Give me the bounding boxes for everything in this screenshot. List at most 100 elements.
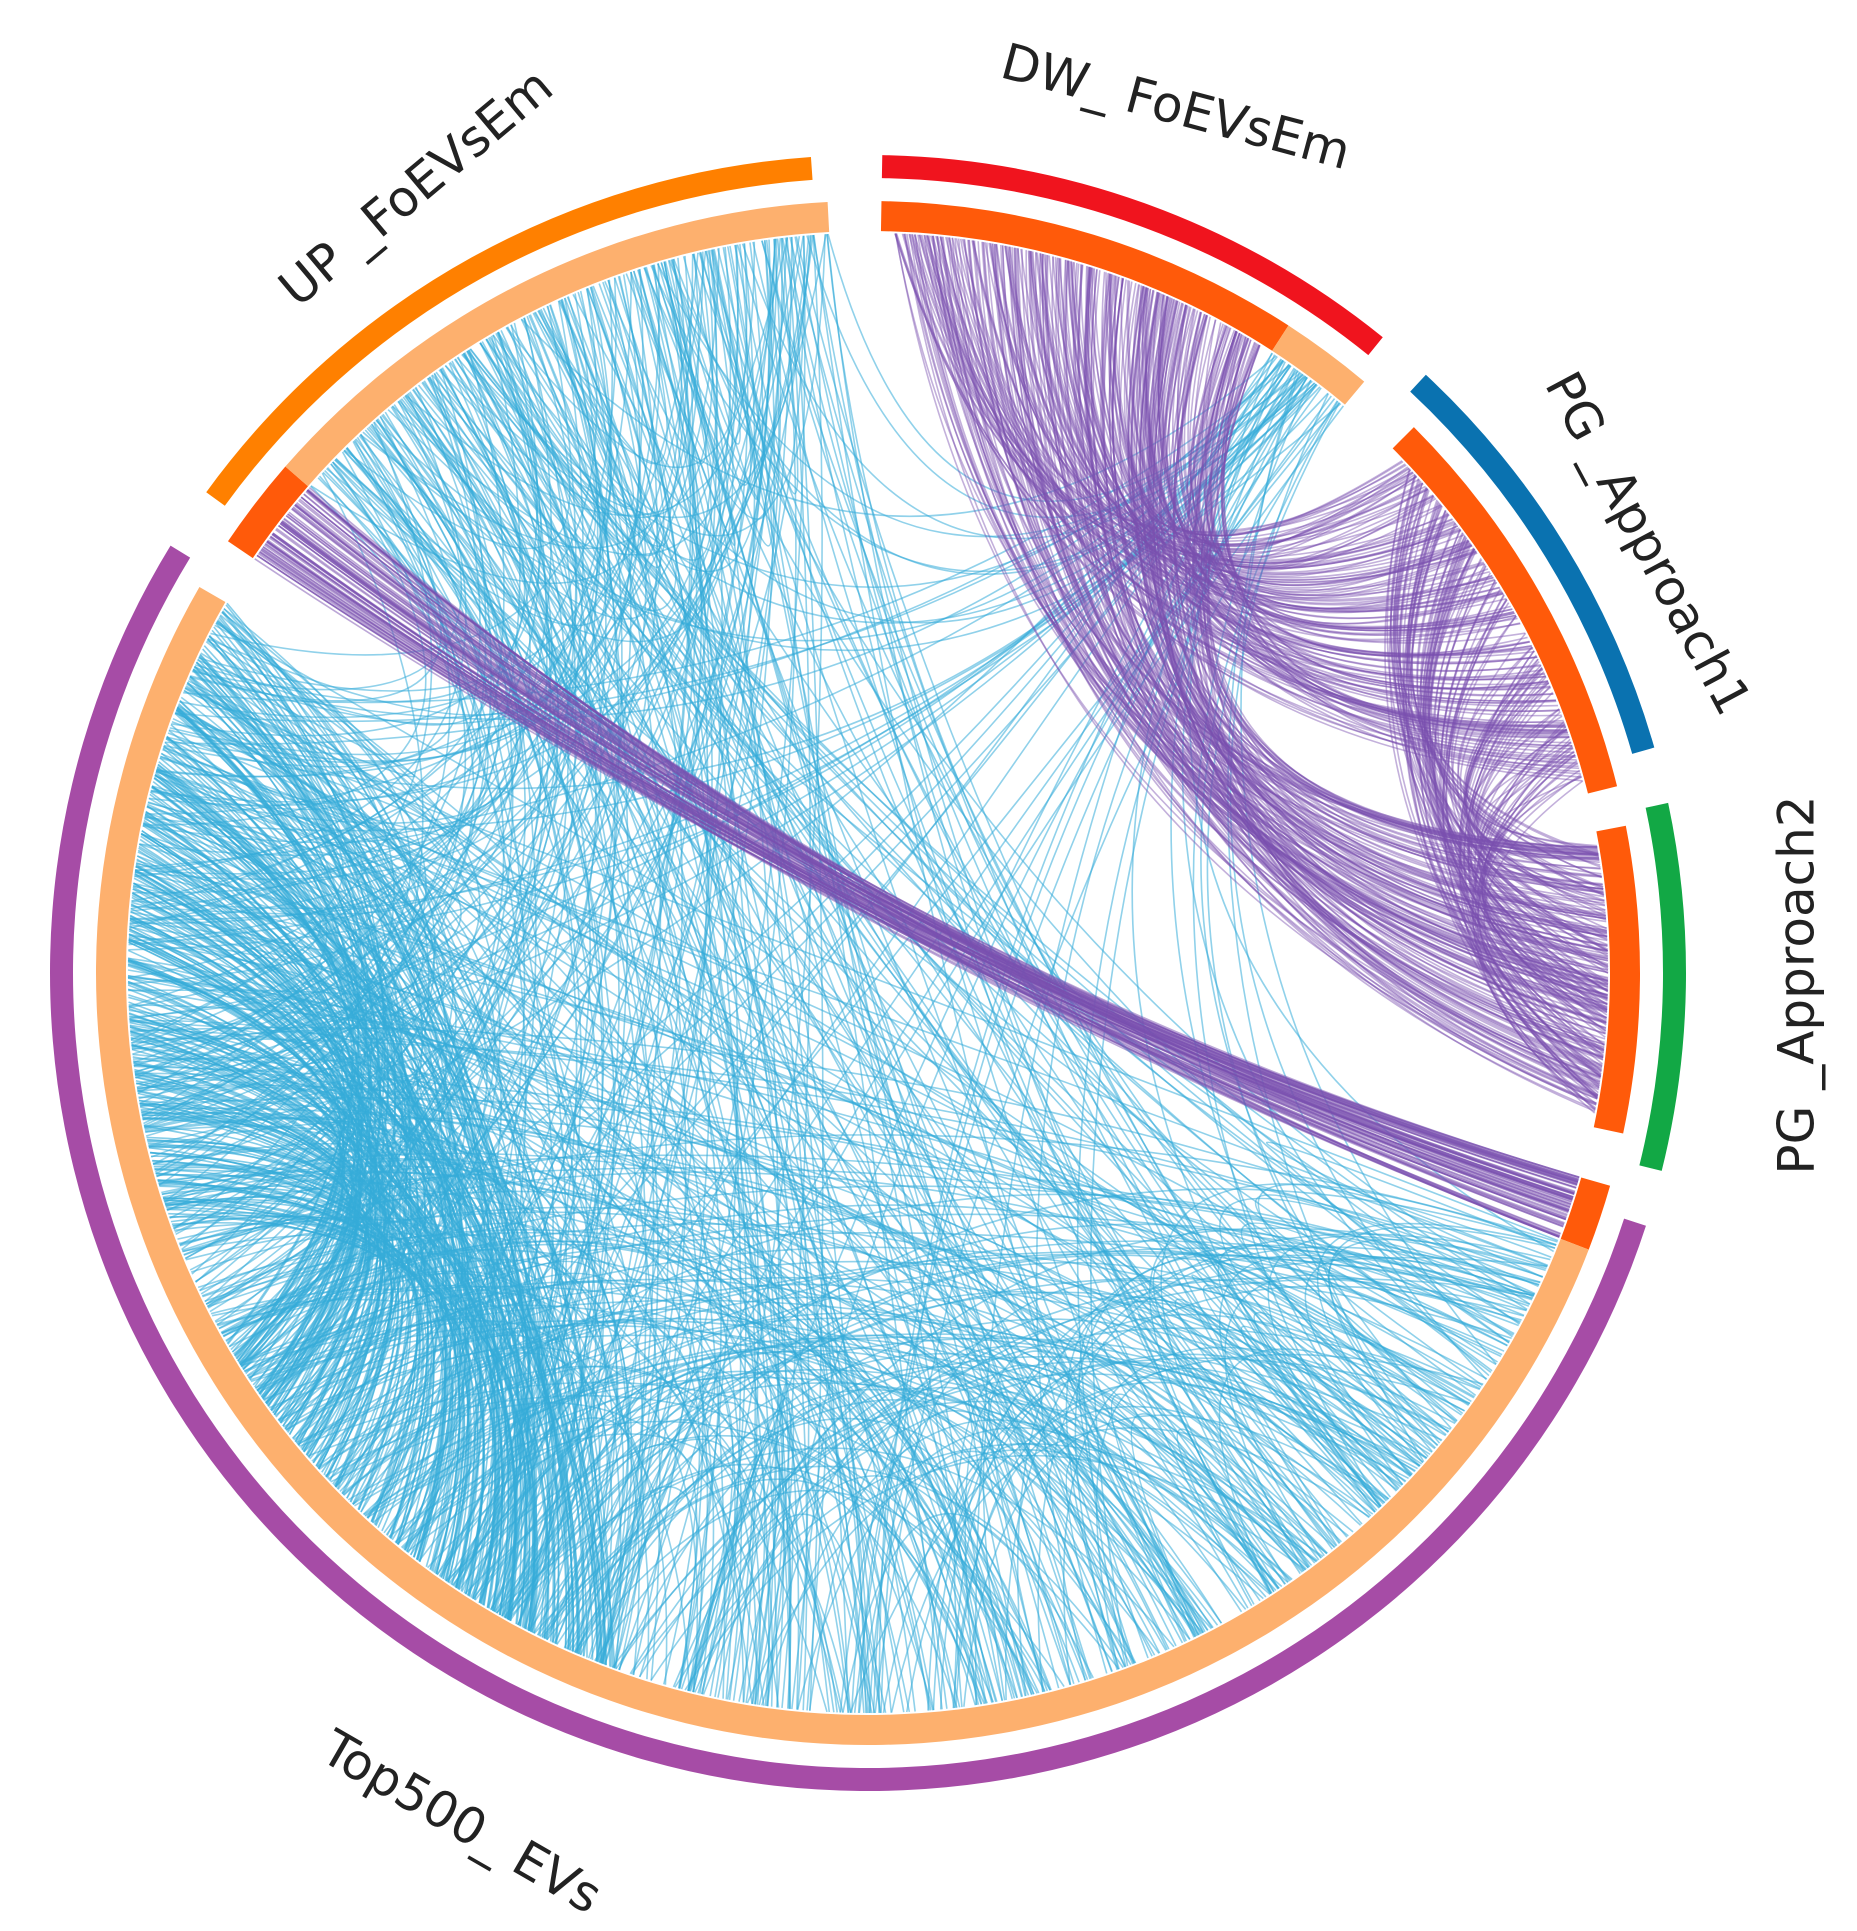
- chord: [984, 242, 1526, 644]
- chord: [936, 236, 1609, 982]
- chord: [1192, 316, 1530, 657]
- chord: [1187, 326, 1600, 862]
- chord: [1472, 725, 1597, 1109]
- chord: [1127, 280, 1570, 739]
- chord: [1017, 248, 1604, 1058]
- chord: [1088, 266, 1568, 732]
- chord: [1083, 266, 1602, 1073]
- node-label: Top500_ EVs: [311, 1718, 612, 1925]
- chord: [1039, 253, 1604, 1061]
- chord: [645, 266, 867, 1714]
- chord: [1133, 288, 1605, 1046]
- chord: [957, 238, 1608, 1012]
- chord: [1029, 251, 1608, 1009]
- chord: [1467, 674, 1608, 1002]
- chord: [651, 264, 759, 1703]
- chord: [574, 405, 1345, 1654]
- chord: [951, 237, 1566, 727]
- chord: [1145, 290, 1496, 610]
- chord: [1176, 308, 1493, 610]
- chord: [1051, 256, 1608, 934]
- chord: [1429, 550, 1609, 993]
- chord: [986, 242, 1599, 854]
- chord: [1223, 336, 1564, 724]
- chord: [1184, 324, 1599, 1097]
- chord: [1166, 308, 1416, 550]
- chord: [1103, 274, 1597, 1104]
- chord: [1463, 660, 1605, 903]
- chord: [1147, 296, 1608, 958]
- chord: [808, 1345, 1313, 1711]
- chord: [1198, 337, 1409, 554]
- chord: [1424, 539, 1607, 1032]
- chord: [1020, 248, 1560, 713]
- chord: [929, 235, 1518, 632]
- chord: [1437, 572, 1606, 911]
- chord: [1433, 564, 1603, 1065]
- chord: [926, 235, 1435, 547]
- chord: [632, 262, 736, 546]
- chord: [1408, 510, 1599, 858]
- chord: [951, 237, 1600, 1087]
- chord: [1430, 559, 1601, 866]
- chord: [1480, 746, 1608, 934]
- chord: [1457, 646, 1599, 855]
- chord: [1062, 1346, 1456, 1685]
- chord: [872, 369, 1298, 1714]
- chord: [1191, 330, 1600, 1091]
- chord: [141, 1111, 350, 1371]
- chord: [1465, 686, 1598, 847]
- chord: [1210, 344, 1436, 571]
- chord: [1142, 286, 1573, 747]
- chord: [1160, 305, 1608, 938]
- chord: [1207, 345, 1606, 917]
- chord: [1065, 260, 1608, 1013]
- chord: [163, 745, 354, 1360]
- chord: [1006, 246, 1562, 717]
- chord: [1316, 1222, 1557, 1464]
- chord: [1064, 260, 1607, 1029]
- chord: [967, 239, 1608, 999]
- chord: [129, 1018, 603, 1664]
- chord: [920, 234, 1570, 738]
- chord: [362, 1296, 1287, 1585]
- chord: [397, 400, 1363, 1525]
- chord: [1040, 253, 1542, 672]
- chord: [157, 763, 360, 1388]
- chord: [1196, 330, 1434, 567]
- chord: [1480, 745, 1608, 1005]
- chord: [1141, 287, 1532, 658]
- chord: [1135, 290, 1600, 1090]
- chord: [1200, 338, 1603, 886]
- chord: [1471, 720, 1596, 1110]
- chord: [1202, 1284, 1439, 1509]
- chord: [131, 1048, 472, 1586]
- chord: [923, 234, 1554, 696]
- chord: [1127, 285, 1607, 1025]
- chord: [1159, 295, 1568, 734]
- chord: [939, 236, 1475, 581]
- chord: [754, 387, 1322, 1705]
- chord: [1017, 248, 1471, 579]
- chord: [977, 241, 1597, 1105]
- chord: [1173, 314, 1608, 1006]
- chord: [993, 243, 1605, 1046]
- chord: [504, 1291, 1465, 1619]
- chord: [1482, 762, 1608, 997]
- chord: [1468, 680, 1608, 1009]
- chord: [179, 699, 457, 1563]
- chord: [1475, 728, 1604, 890]
- chord: [1409, 512, 1599, 855]
- chord: [1471, 708, 1602, 875]
- chord: [1442, 588, 1607, 1024]
- chord: [1174, 315, 1606, 916]
- chord: [1474, 738, 1597, 1105]
- chord: [162, 747, 452, 1560]
- chord: [1386, 469, 1608, 1013]
- chord: [1160, 1183, 1557, 1583]
- chord: [1101, 273, 1608, 1000]
- chord: [128, 934, 1223, 1624]
- chord: [1204, 342, 1600, 1089]
- chord: [1109, 275, 1423, 547]
- chord: [1148, 297, 1604, 1059]
